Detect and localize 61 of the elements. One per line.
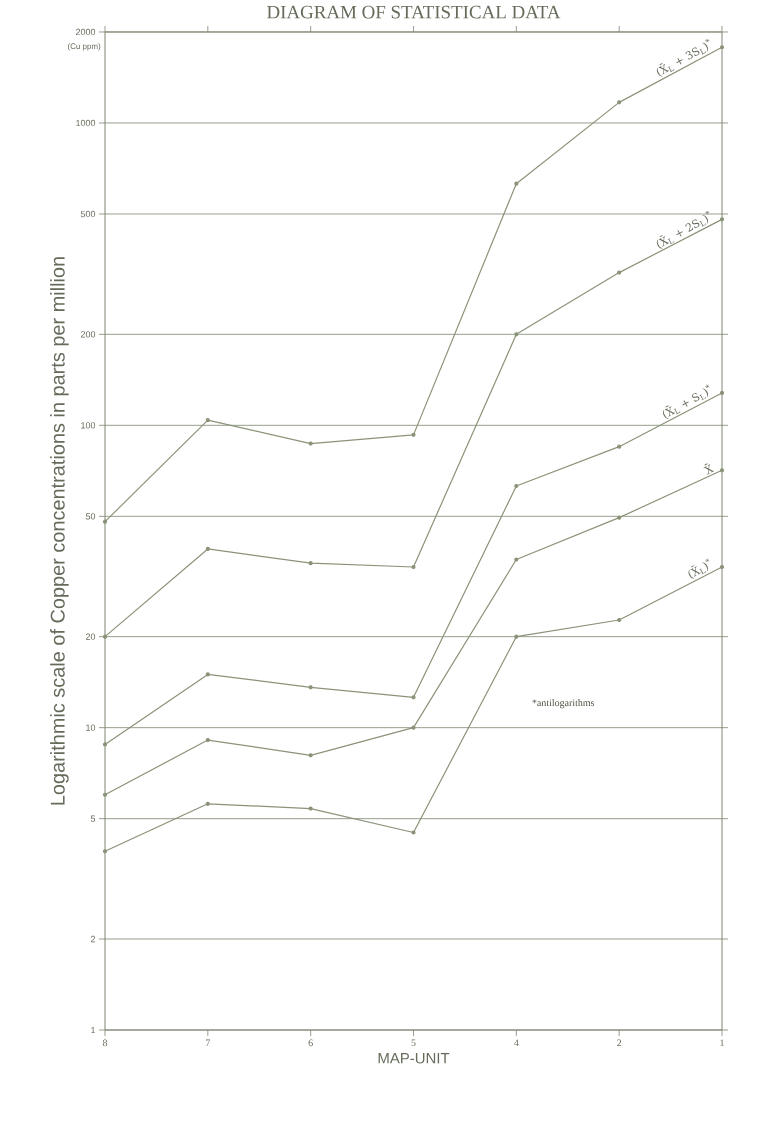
point — [205, 546, 210, 552]
x-tick-label: 7 — [206, 1039, 211, 1047]
point — [514, 332, 519, 337]
point — [205, 672, 210, 677]
point — [514, 181, 519, 186]
point — [308, 753, 313, 758]
y-tick-label: 1 — [91, 1026, 96, 1034]
point — [102, 519, 108, 524]
x-tick-label: 1 — [720, 1039, 724, 1047]
point — [411, 830, 416, 835]
x-tick-label: 5 — [411, 1039, 416, 1047]
point — [205, 801, 210, 806]
x-tick-label: 4 — [514, 1039, 519, 1047]
text: X̄ — [703, 463, 715, 475]
y-tick-label: 50 — [85, 513, 96, 520]
point — [617, 617, 622, 623]
x-tick-label: 6 — [308, 1039, 313, 1047]
point — [617, 515, 622, 520]
point — [719, 564, 725, 570]
y-tick-label: 5 — [90, 815, 96, 822]
chart-title: DIAGRAM OF STATISTICAL DATA — [267, 5, 561, 19]
point — [308, 561, 313, 566]
point — [102, 634, 108, 639]
point — [617, 444, 622, 449]
y-tick-label: 2 — [90, 935, 96, 943]
point — [719, 217, 725, 222]
point — [514, 557, 519, 562]
point — [102, 849, 108, 854]
point — [102, 792, 108, 797]
point — [411, 432, 416, 437]
text: (X̄$_{L}$ + 3S$_{L}$)$^{*}$ — [656, 38, 710, 77]
point — [205, 418, 210, 423]
y-tick-label: 500 — [80, 210, 96, 218]
y-tick-label: 100 — [81, 422, 96, 429]
annotation: *antilogarithms — [532, 699, 595, 709]
point — [308, 685, 313, 690]
point — [617, 270, 622, 275]
point — [617, 100, 622, 105]
point — [514, 483, 519, 489]
y-tick-label: 20 — [85, 633, 96, 640]
y-tick-label: 200 — [80, 331, 96, 338]
y-tick-label: 10 — [86, 724, 96, 731]
x-tick-label: 2 — [617, 1039, 622, 1047]
legend-label: (X̄$_{L}$ + 2S$_{L}$)$^{*}$ — [656, 210, 710, 249]
point — [411, 725, 416, 730]
point — [719, 468, 725, 473]
point — [411, 564, 416, 570]
point — [719, 45, 725, 50]
x-tick-label: 8 — [102, 1039, 108, 1047]
point — [411, 695, 416, 700]
text: (X̄$_{L}$ + S$_{L}$)$^{*}$ — [662, 384, 710, 419]
point — [514, 634, 519, 639]
y-tick-label: 2000 — [75, 28, 96, 36]
y-axis-title: Logarithmic scale of Copper concentrations in parts per million — [50, 257, 69, 805]
point — [205, 737, 210, 743]
text: (X̄$_{L}$)$^{*}$ — [688, 558, 710, 579]
point — [102, 742, 108, 747]
y-tick-label: 1000 — [76, 119, 96, 127]
point — [308, 806, 313, 811]
point — [719, 390, 725, 395]
x-axis-title: MAP-UNIT — [378, 1053, 450, 1064]
